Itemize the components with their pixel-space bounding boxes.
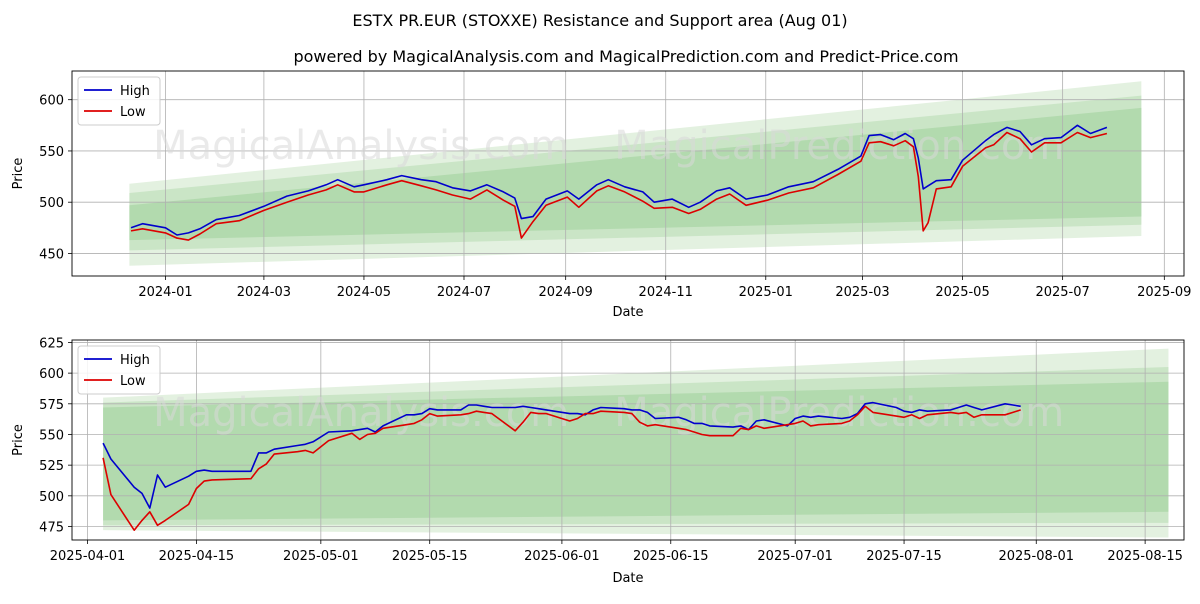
x-tick-label: 2025-09 xyxy=(1137,285,1191,300)
x-tick-label: 2025-03 xyxy=(835,285,889,300)
legend-box xyxy=(77,76,161,126)
grid-group: 2024-01 2024-03 2024-05 2024-07 2024-09 2024-… xyxy=(39,71,1191,300)
x-tick-label: 2024-01 xyxy=(138,285,192,300)
x-tick-label: 2025-05-01 xyxy=(283,549,359,564)
grid-group: 2025-04-01 2025-04-15 2025-05-01 2025-05-15… xyxy=(39,336,1184,564)
x-tick-label: 2025-08-01 xyxy=(998,549,1074,564)
series-line-high xyxy=(130,124,1108,236)
series-group xyxy=(130,124,1108,241)
plot-frame xyxy=(71,339,1185,541)
x-axis-label: Date xyxy=(612,571,643,586)
x-axis-label: Date xyxy=(612,305,643,320)
y-tick-label: 525 xyxy=(39,459,64,474)
watermark-group: MagicalAnalysis.com MagicalPrediction.com xyxy=(153,390,1064,436)
x-tick-label: 2025-08-15 xyxy=(1107,549,1183,564)
y-tick-label: 600 xyxy=(39,94,64,109)
x-tick-label: 2025-07-15 xyxy=(866,549,942,564)
watermark-text: MagicalPrediction.com xyxy=(614,390,1064,436)
lower-panel: 2025-04-01 2025-04-15 2025-05-01 2025-05-15… xyxy=(11,336,1185,586)
watermark-group: MagicalAnalysis.com MagicalPrediction.com xyxy=(153,123,1064,169)
y-tick-label: 475 xyxy=(39,521,64,536)
legend: High Low xyxy=(77,345,161,395)
chart-subtitle: powered by MagicalAnalysis.com and Magic… xyxy=(293,47,958,66)
legend-label-high: High xyxy=(120,353,150,368)
upper-panel: 2024-01 2024-03 2024-05 2024-07 2024-09 2024-… xyxy=(11,70,1191,320)
y-axis-label: Price xyxy=(11,424,26,456)
series-line-low xyxy=(130,131,1108,241)
watermark-text: MagicalAnalysis.com xyxy=(153,123,569,169)
legend-label-low: Low xyxy=(120,374,146,389)
x-tick-label: 2024-03 xyxy=(237,285,291,300)
x-tick-label: 2024-11 xyxy=(639,285,693,300)
band-group xyxy=(129,81,1142,266)
y-tick-label: 500 xyxy=(39,196,64,211)
x-tick-label: 2024-07 xyxy=(437,285,491,300)
band-group xyxy=(103,348,1169,538)
x-tick-label: 2025-06-15 xyxy=(633,549,709,564)
x-tick-label: 2024-09 xyxy=(539,285,593,300)
y-tick-label: 575 xyxy=(39,398,64,413)
y-axis-label: Price xyxy=(11,158,26,190)
plot-frame xyxy=(71,70,1185,277)
y-tick-label: 625 xyxy=(39,336,64,351)
x-tick-label: 2025-07 xyxy=(1035,285,1089,300)
x-tick-label: 2025-05 xyxy=(935,285,989,300)
series-group xyxy=(102,401,1021,531)
x-tick-label: 2025-04-15 xyxy=(159,549,235,564)
y-tick-label: 500 xyxy=(39,490,64,505)
legend-box xyxy=(77,345,161,395)
y-tick-label: 600 xyxy=(39,367,64,382)
x-tick-label: 2025-07-01 xyxy=(757,549,833,564)
x-tick-label: 2024-05 xyxy=(337,285,391,300)
series-line-high xyxy=(102,401,1021,509)
chart-title: ESTX PR.EUR (STOXXE) Resistance and Supp… xyxy=(352,11,847,30)
x-tick-label: 2025-05-15 xyxy=(392,549,468,564)
support-resistance-band xyxy=(129,107,1142,241)
legend-label-high: High xyxy=(120,84,150,99)
y-tick-label: 550 xyxy=(39,428,64,443)
watermark-text: MagicalPrediction.com xyxy=(614,123,1064,169)
x-tick-label: 2025-01 xyxy=(739,285,793,300)
x-tick-label: 2025-06-01 xyxy=(524,549,600,564)
y-tick-label: 550 xyxy=(39,145,64,160)
series-line-low xyxy=(102,405,1021,531)
y-tick-label: 450 xyxy=(39,247,64,262)
legend: High Low xyxy=(77,76,161,126)
x-tick-label: 2025-04-01 xyxy=(50,549,126,564)
legend-label-low: Low xyxy=(120,105,146,120)
watermark-text: MagicalAnalysis.com xyxy=(153,390,569,436)
